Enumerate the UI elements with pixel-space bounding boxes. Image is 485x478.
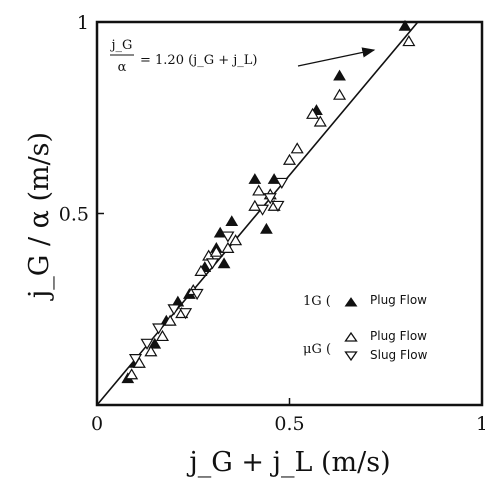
y-tick-label: 0.5 (59, 204, 89, 226)
data-markers (121, 19, 416, 384)
data-point-open-triangle-up (209, 245, 223, 257)
legend-label-mug-plug-flow: Plug Flow (370, 329, 427, 343)
data-point-open-triangle-down (140, 338, 154, 350)
data-point-open-triangle-up (163, 314, 177, 326)
x-tick-label: 1 (476, 413, 485, 435)
data-point-filled-triangle-up (248, 173, 262, 184)
data-point-filled-triangle-up (260, 222, 273, 234)
legend-label-1g-plug-flow: Plug Flow (370, 293, 427, 307)
data-point-open-triangle-up (402, 35, 416, 47)
legend-label-mug-slug-flow: Slug Flow (370, 348, 428, 362)
legend-marker-open-triangle-up (344, 331, 358, 342)
y-axis-label: j_G / α (m/s) (24, 132, 55, 301)
data-point-open-triangle-down (263, 193, 277, 205)
data-point-open-triangle-down (275, 177, 289, 189)
fit-equation: j_G α = 1.20 (j_G + j_L) (110, 38, 376, 75)
equation-denominator: α (118, 60, 127, 75)
legend: 1G ( Plug Flow μG ( Plug Flow Slug Flow (303, 293, 428, 362)
legend-marker-open-triangle-down (344, 351, 358, 362)
legend-group-label-1g: 1G ( (303, 294, 331, 309)
x-tick-label: 0 (91, 413, 103, 435)
data-point-open-triangle-down (256, 204, 270, 216)
data-point-filled-triangle-up (398, 19, 412, 31)
data-point-open-triangle-down (271, 200, 285, 212)
equation-arrow (297, 47, 376, 67)
legend-group-label-mug: μG ( (303, 342, 331, 357)
data-point-open-triangle-up (282, 153, 297, 165)
x-axis-label: j_G + j_L (m/s) (186, 447, 390, 478)
data-point-open-triangle-up (252, 184, 266, 196)
data-point-open-triangle-up (221, 241, 235, 253)
data-point-filled-triangle-up (225, 215, 239, 227)
data-point-open-triangle-down (128, 354, 143, 366)
data-point-open-triangle-down (179, 308, 193, 320)
data-point-open-triangle-down (221, 231, 235, 243)
data-point-open-triangle-down (167, 304, 181, 316)
data-point-filled-triangle-up (217, 257, 231, 269)
data-point-open-triangle-up (290, 142, 304, 154)
x-tick-label: 0.5 (274, 413, 304, 435)
data-point-open-triangle-down (205, 258, 220, 270)
data-point-open-triangle-up (306, 107, 320, 119)
data-point-open-triangle-up (155, 329, 169, 342)
data-point-open-triangle-up (194, 264, 208, 276)
data-point-open-triangle-up (125, 368, 139, 380)
data-point-open-triangle-down (152, 323, 166, 335)
data-point-open-triangle-up (229, 234, 243, 246)
y-tick-label: 1 (77, 12, 89, 34)
data-point-open-triangle-up (144, 345, 158, 357)
legend-marker-filled-triangle-up (344, 297, 358, 307)
data-point-open-triangle-up (333, 88, 347, 100)
data-point-filled-triangle-up (148, 337, 162, 349)
x-axis-ticks: 0 0.5 1 (91, 398, 485, 435)
data-point-filled-triangle-up (333, 69, 346, 81)
equation-numerator: j_G (110, 38, 133, 53)
data-point-open-triangle-up (313, 115, 327, 127)
equation-rhs: = 1.20 (j_G + j_L) (140, 53, 257, 68)
data-point-open-triangle-down (190, 288, 204, 301)
y-axis-ticks: 0.51 (59, 12, 104, 226)
